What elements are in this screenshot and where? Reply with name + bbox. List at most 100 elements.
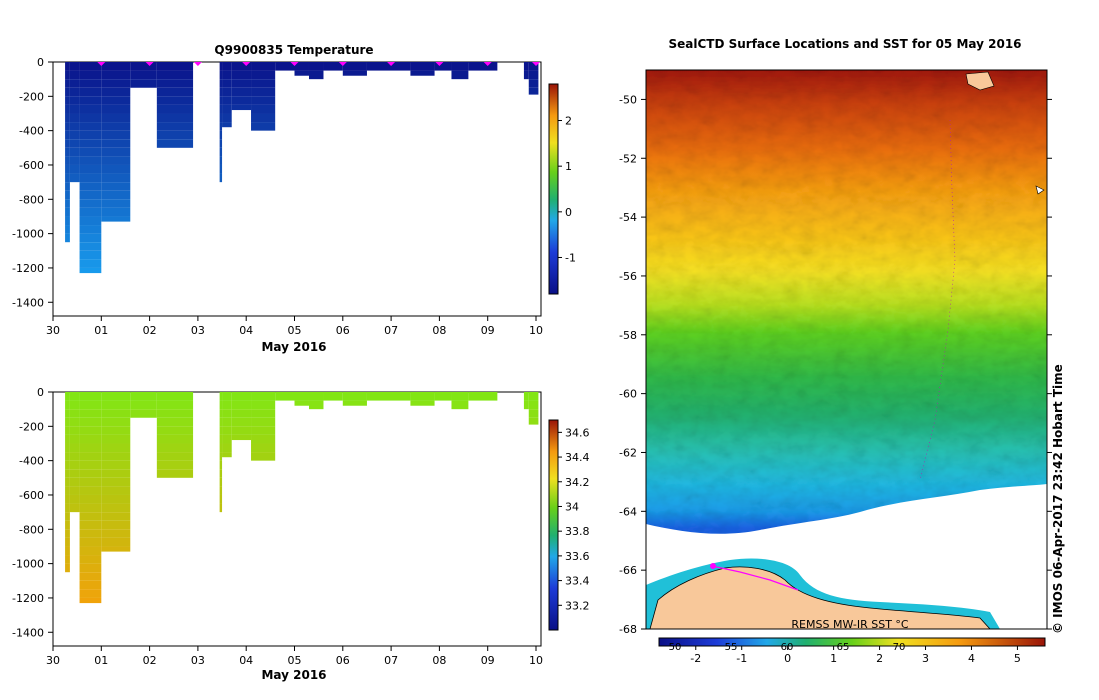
profile-cell <box>156 417 194 427</box>
salinity-axes <box>52 391 542 647</box>
profile-cell <box>523 392 529 401</box>
profile-cell <box>156 434 194 444</box>
profile-cell <box>231 70 252 80</box>
profile-cell <box>222 113 232 123</box>
sst-colorbar-tick-label: 0 <box>784 652 791 665</box>
profile-cell <box>79 580 102 590</box>
profile-cell <box>156 409 194 418</box>
profile-cell <box>65 503 70 513</box>
profile-cell <box>101 546 131 552</box>
lat-tick-label: -60 <box>619 388 637 401</box>
temperature-panel: Q9900835 Temperature 0 -200 -400 -600 -800 -1… <box>12 43 576 354</box>
profile-cell <box>65 207 70 217</box>
sst-colorbar-tick-label: -2 <box>690 652 701 665</box>
profile-cell <box>231 62 252 71</box>
profile-cell <box>130 62 157 71</box>
profile-cell <box>69 139 80 148</box>
salinity-colorbar-ticks: 34.6 34.4 34.2 34 33.8 33.6 33.4 33.2 <box>558 426 590 612</box>
profile-cell <box>79 529 102 538</box>
profile-cell <box>69 409 80 418</box>
colorbar-tick-label: 33.2 <box>565 599 590 612</box>
x-tick-label: 08 <box>432 324 446 337</box>
profile-cell <box>294 70 309 76</box>
surface-marker <box>193 62 202 66</box>
profile-cell <box>275 62 295 71</box>
salinity-x-ticks: 30 01 02 03 04 05 06 07 08 09 10 <box>46 646 543 667</box>
profile-cell <box>219 469 223 478</box>
profile-cell <box>101 400 131 410</box>
profile-cell <box>65 477 70 487</box>
lat-tick-label: -68 <box>619 623 637 636</box>
profile-cell <box>219 164 223 174</box>
profile-cell <box>222 426 232 435</box>
profile-cell <box>222 62 232 71</box>
profile-cell <box>156 469 194 478</box>
temperature-colorbar <box>548 83 559 295</box>
profile-cell <box>156 443 194 453</box>
profile-cell <box>79 164 102 174</box>
profile-cell <box>79 572 102 581</box>
profile-cell <box>308 70 324 80</box>
profile-cell <box>219 426 223 435</box>
lat-tick-label: -56 <box>619 270 637 283</box>
profile-cell <box>65 486 70 495</box>
profile-cell <box>219 392 223 401</box>
profile-cell <box>101 486 131 495</box>
profile-cell <box>79 199 102 208</box>
lat-tick-label: -62 <box>619 446 637 459</box>
profile-cell <box>156 122 194 131</box>
profile-cell <box>101 190 131 200</box>
profile-cell <box>69 156 80 165</box>
profile-cell <box>451 62 469 71</box>
profile-cell <box>65 225 70 234</box>
profile-cell <box>101 182 131 191</box>
salinity-colorbar <box>548 419 559 631</box>
profile-cell <box>156 452 194 461</box>
profile-cell <box>308 62 324 71</box>
profile-cell <box>251 79 276 88</box>
profile-cell <box>65 443 70 453</box>
profile-cell <box>69 96 80 105</box>
sst-colorbar-tick-label: 1 <box>830 652 837 665</box>
lat-tick-label: -50 <box>619 93 637 106</box>
lat-tick-label: -54 <box>619 211 637 224</box>
profile-cell <box>79 96 102 105</box>
profile-cell <box>156 392 194 401</box>
profile-cell <box>65 460 70 470</box>
y-tick-label: 0 <box>37 56 44 69</box>
y-tick-label: -400 <box>19 125 44 138</box>
y-tick-label: -800 <box>19 523 44 536</box>
sst-map-title: SealCTD Surface Locations and SST for 05… <box>668 37 1021 51</box>
profile-cell <box>101 122 131 131</box>
profile-cell <box>65 199 70 208</box>
profile-cell <box>219 400 223 410</box>
salinity-x-label: May 2016 <box>261 668 326 682</box>
profile-cell <box>219 130 223 140</box>
profile-cell <box>410 62 435 71</box>
profile-cell <box>65 147 70 157</box>
profile-cell <box>251 70 276 80</box>
y-tick-label: -600 <box>19 489 44 502</box>
profile-cell <box>69 460 80 470</box>
profile-cell <box>79 156 102 165</box>
profile-cell <box>69 486 80 495</box>
profile-cell <box>65 546 70 556</box>
profile-cell <box>251 434 276 444</box>
profile-cell <box>65 563 70 573</box>
profile-cell <box>65 79 70 88</box>
profile-cell <box>65 96 70 105</box>
profile-cell <box>219 417 223 427</box>
profile-cell <box>69 104 80 114</box>
profile-cell <box>222 87 232 97</box>
surface-marker <box>242 62 251 66</box>
profile-cell <box>523 400 529 410</box>
profile-cell <box>101 164 131 174</box>
profile-cell <box>231 409 252 418</box>
colorbar-tick-label: 2 <box>565 115 572 128</box>
profile-cell <box>222 409 232 418</box>
profile-cell <box>79 79 102 88</box>
surface-marker <box>387 62 396 66</box>
profile-cell <box>101 79 131 88</box>
profile-cell <box>79 62 102 71</box>
profile-cell <box>101 537 131 547</box>
